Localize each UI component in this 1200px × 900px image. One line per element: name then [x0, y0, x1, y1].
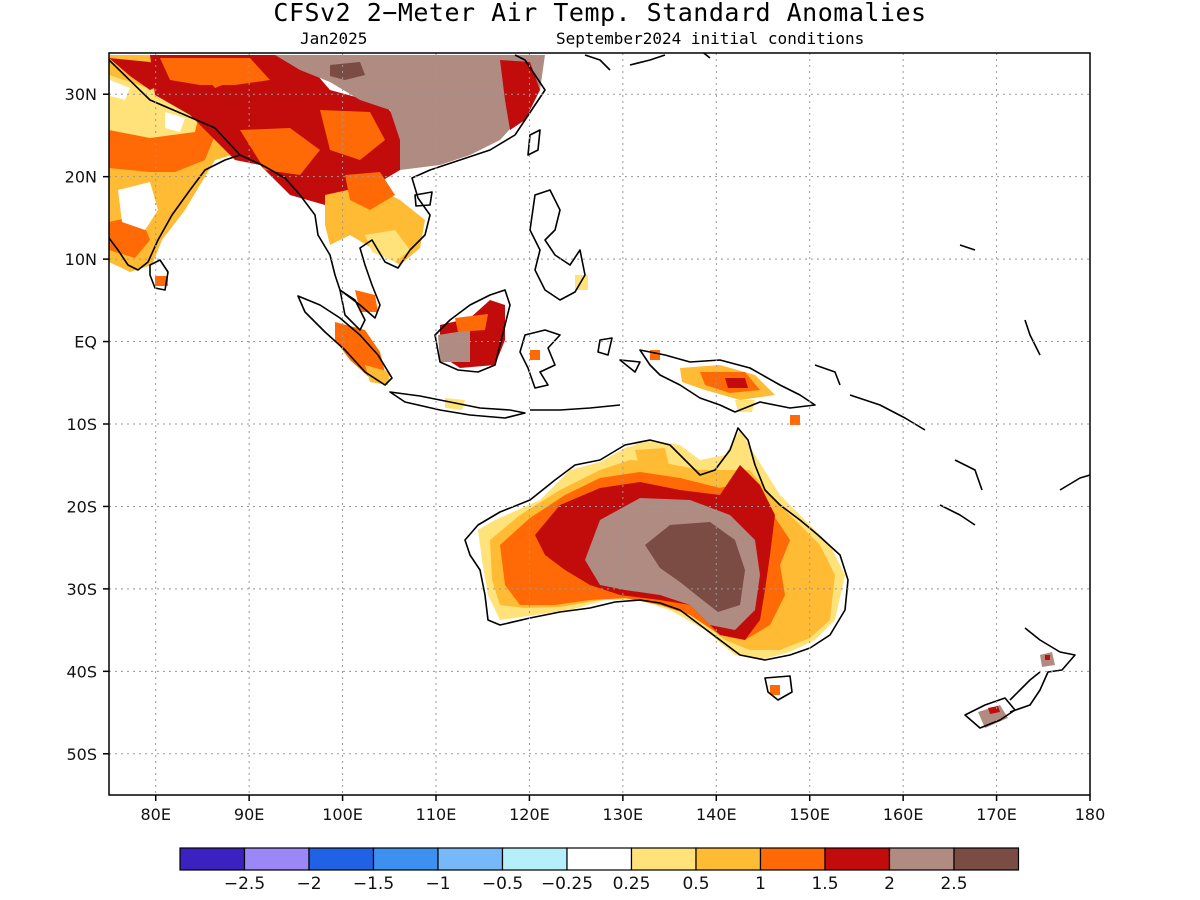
colorbar-swatch	[759, 847, 826, 871]
colorbar-label: −1	[425, 874, 450, 894]
borneo-anomaly-region	[438, 300, 505, 368]
new-guinea-anomaly-region	[650, 350, 800, 425]
colorbar-swatch	[566, 847, 633, 871]
lon-tick-label: 80E	[140, 805, 170, 824]
lon-tick-label: 130E	[603, 805, 644, 824]
colorbar-label: −0.25	[541, 874, 593, 894]
lat-tick-label: 20N	[65, 168, 97, 187]
colorbar-label: 2.5	[940, 874, 967, 894]
lat-tick-label: 50S	[66, 745, 97, 764]
lon-tick-label: 140E	[696, 805, 737, 824]
lat-tick-label: 40S	[66, 662, 97, 681]
anomaly-shading	[109, 55, 1055, 728]
map-frame	[108, 52, 1091, 796]
lon-tick-label: 90E	[234, 805, 264, 824]
coastline	[109, 53, 1090, 729]
colorbar-label: −0.5	[482, 874, 523, 894]
lat-tick-label: 30N	[65, 85, 97, 104]
colorbar-label: 2	[884, 874, 895, 894]
colorbar-label: 0.5	[682, 874, 709, 894]
lat-tick-label: 10N	[65, 250, 97, 269]
colorbar-swatch	[824, 847, 891, 871]
colorbar-swatch	[437, 847, 504, 871]
colorbar-swatch	[953, 847, 1020, 871]
colorbar-swatch	[501, 847, 568, 871]
graticule	[109, 53, 1090, 795]
lon-tick-label: 100E	[322, 805, 363, 824]
new-zealand-anomaly-region	[978, 652, 1055, 728]
colorbar-swatch	[630, 847, 697, 871]
australia-anomaly-region	[478, 430, 845, 695]
colorbar-label: −1.5	[353, 874, 394, 894]
colorbar-swatch	[695, 847, 762, 871]
colorbar-label: 1	[755, 874, 766, 894]
lon-tick-label: 110E	[416, 805, 457, 824]
lon-tick-label: 160E	[883, 805, 924, 824]
colorbar-label: −2.5	[224, 874, 265, 894]
lon-tick-label: 120E	[509, 805, 550, 824]
lat-tick-label: 10S	[66, 415, 97, 434]
lon-tick-label: 180	[1075, 805, 1106, 824]
colorbar-label: −2	[296, 874, 321, 894]
colorbar-label: 0.25	[613, 874, 651, 894]
lon-tick-label: 170E	[976, 805, 1017, 824]
lat-tick-label: 20S	[66, 497, 97, 516]
colorbar: −2.5 −2 −1.5 −1 −0.5 −0.25 0.25 0.5 1 1.5 2 2.5	[179, 847, 1020, 894]
initial-conditions: September2024 initial conditions	[556, 29, 865, 48]
lon-tick-label: 150E	[789, 805, 830, 824]
colorbar-swatch	[372, 847, 439, 871]
colorbar-swatch	[179, 847, 246, 871]
lat-tick-label: EQ	[74, 333, 97, 352]
colorbar-swatch	[243, 847, 310, 871]
map-title: CFSv2 2−Meter Air Temp. Standard Anomali…	[273, 0, 927, 27]
lat-tick-label: 30S	[66, 580, 97, 599]
colorbar-label: 1.5	[811, 874, 838, 894]
colorbar-swatch	[308, 847, 375, 871]
forecast-month: Jan2025	[300, 29, 368, 48]
colorbar-swatch	[888, 847, 955, 871]
axis-ticks: 30N 20N 10N EQ 10S 20S 30S 40S 50S 80E 90E 100E 110E…	[65, 85, 1106, 824]
